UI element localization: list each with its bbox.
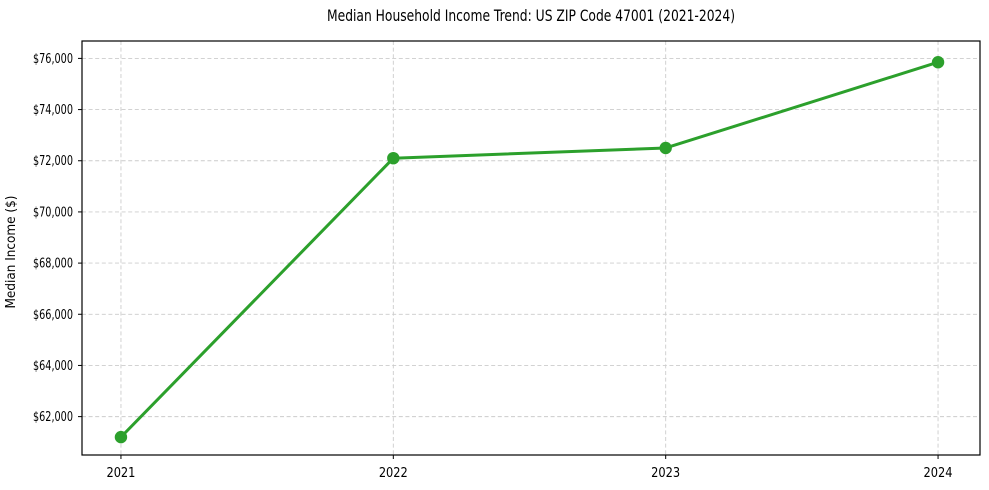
x-tick-label: 2023 <box>651 466 680 481</box>
y-tick-label: $76,000 <box>33 52 73 67</box>
y-tick-label: $68,000 <box>33 257 73 272</box>
plot-border <box>81 40 981 456</box>
x-tick-label: 2021 <box>106 466 135 481</box>
y-tick-label: $62,000 <box>33 410 73 425</box>
y-tick-label: $70,000 <box>33 205 73 220</box>
data-point-2023 <box>659 141 672 155</box>
chart-title: Median Household Income Trend: US ZIP Co… <box>327 6 735 25</box>
income-trend-line <box>119 60 940 439</box>
axis-layer: 2021 2022 2023 2024 $62,000 $64,000 $66,000 $68… <box>33 52 953 481</box>
data-point-2024 <box>931 56 945 69</box>
y-tick-label: $74,000 <box>33 103 73 118</box>
data-point-2022 <box>387 151 400 165</box>
x-tick-label: 2022 <box>379 466 408 481</box>
data-point-2021 <box>114 430 128 444</box>
y-axis-label: Median Income ($) <box>4 196 19 309</box>
grid-layer <box>82 41 980 455</box>
x-tick-label: 2024 <box>924 466 953 481</box>
series-layer <box>114 56 945 444</box>
y-tick-label: $66,000 <box>33 308 73 323</box>
y-tick-label: $72,000 <box>33 154 73 169</box>
y-tick-label: $64,000 <box>33 359 73 374</box>
